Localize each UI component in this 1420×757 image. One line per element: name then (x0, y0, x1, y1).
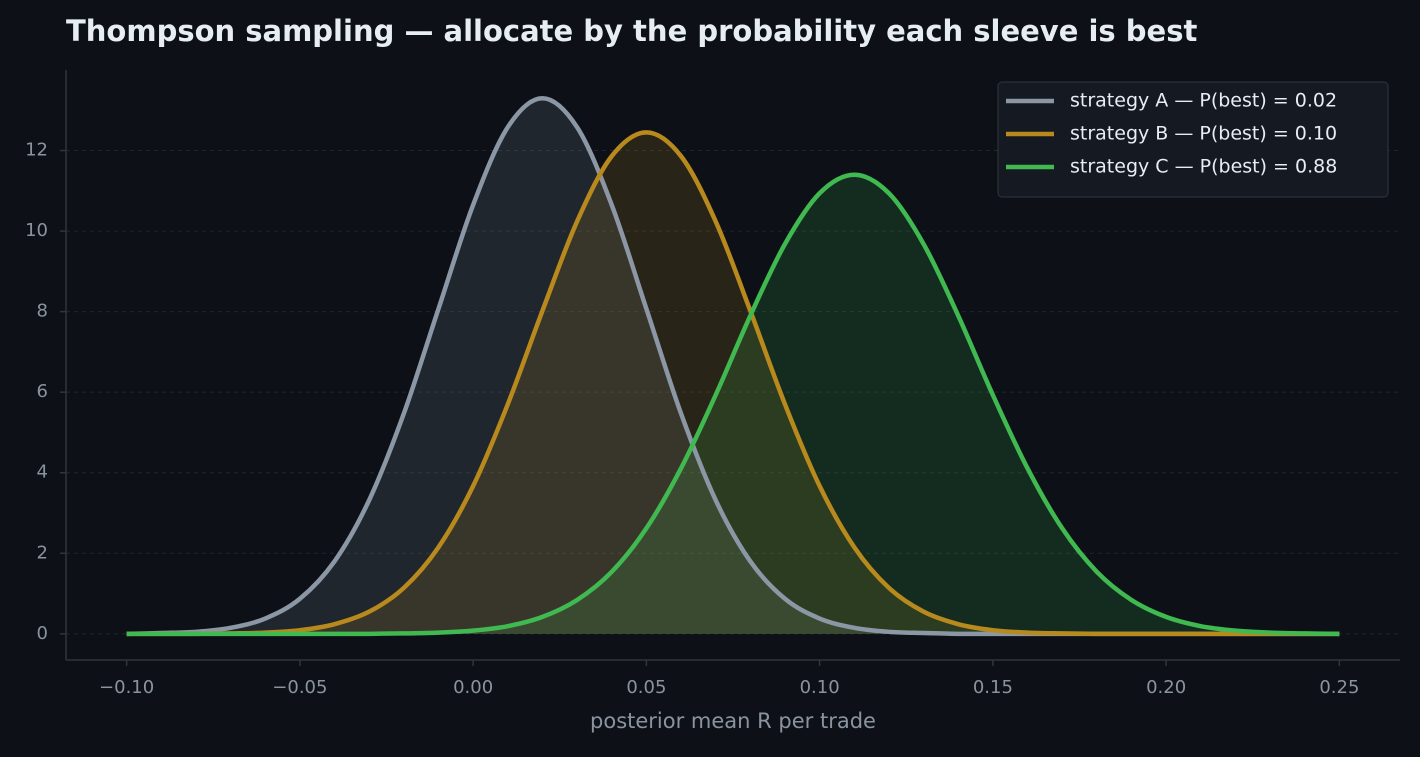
y-tick-label: 4 (37, 462, 48, 483)
x-tick-label: −0.10 (99, 677, 154, 698)
y-tick-label: 6 (37, 381, 48, 402)
area (126, 174, 1340, 634)
legend-label: strategy B — P(best) = 0.10 (1070, 123, 1337, 145)
x-axis-label: posterior mean R per trade (590, 709, 876, 733)
legend-label: strategy A — P(best) = 0.02 (1070, 90, 1337, 112)
area (126, 98, 1340, 634)
chart-title: Thompson sampling — allocate by the prob… (66, 14, 1197, 48)
y-tick-label: 8 (37, 301, 48, 322)
legend: strategy A — P(best) = 0.02 strategy B — … (997, 81, 1389, 198)
x-tick-label: 0.00 (453, 677, 493, 698)
area (126, 132, 1340, 634)
y-tick-label: 2 (37, 542, 48, 563)
density-line (126, 130, 1340, 637)
density-line (126, 172, 1340, 637)
x-tick-label: 0.10 (800, 677, 840, 698)
x-tick-label: −0.05 (272, 677, 327, 698)
x-tick-label: 0.25 (1319, 677, 1359, 698)
legend-box (997, 81, 1389, 198)
y-tick-label: 12 (25, 140, 48, 161)
y-tick-label: 10 (25, 220, 48, 241)
x-tick-label: 0.20 (1146, 677, 1186, 698)
y-tick-label: 0 (37, 623, 48, 644)
x-tick-label: 0.15 (973, 677, 1013, 698)
legend-label: strategy C — P(best) = 0.88 (1070, 156, 1337, 178)
x-tick-label: 0.05 (626, 677, 666, 698)
